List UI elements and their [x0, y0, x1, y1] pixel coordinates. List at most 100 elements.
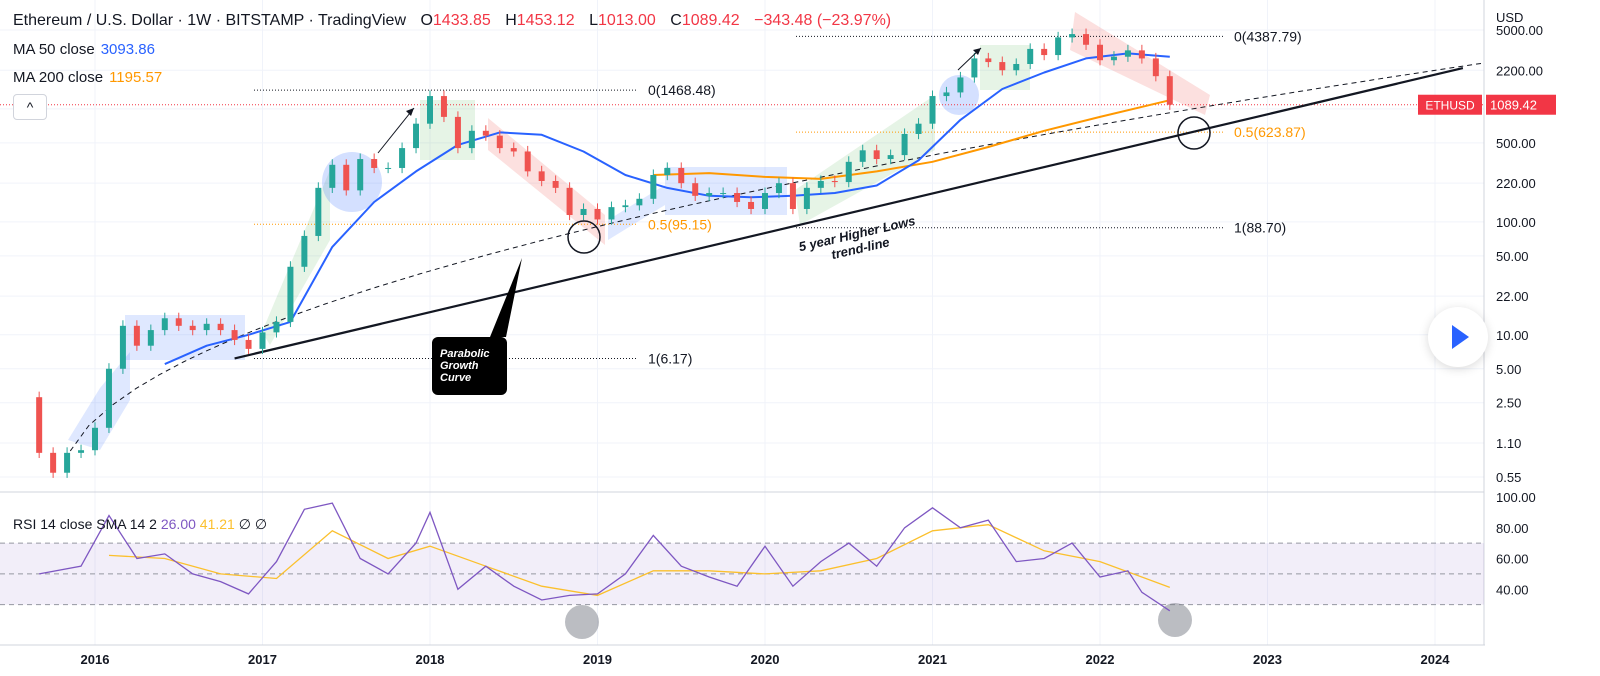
time-axis-tick: 2024 — [1421, 652, 1451, 667]
rsi-extra: ∅ ∅ — [238, 516, 268, 532]
arrow-head — [406, 108, 414, 116]
price-axis-tick: 0.55 — [1496, 470, 1521, 485]
last-price-tag-text: 1089.42 — [1490, 98, 1537, 113]
candle-body — [1013, 63, 1020, 71]
price-axis-tick: 50.00 — [1496, 249, 1529, 264]
candle-body — [943, 92, 950, 97]
price-axis-tick: 100.00 — [1496, 215, 1536, 230]
candle-body — [482, 130, 489, 136]
candle-body — [147, 330, 154, 346]
ma50-line — [164, 52, 1170, 366]
candle-body — [859, 150, 866, 162]
candle-body — [957, 77, 964, 93]
ma50-label: MA 50 close — [13, 41, 95, 58]
rsi-highlight-circle — [565, 605, 599, 639]
rsi-axis-tick: 60.00 — [1496, 552, 1529, 567]
rsi-legend[interactable]: RSI 14 close SMA 14 2 26.00 41.21 ∅ ∅ — [13, 516, 267, 533]
candle-body — [971, 58, 978, 78]
low-circle-marker — [567, 220, 601, 254]
price-axis-tick: 22.00 — [1496, 289, 1529, 304]
time-axis-tick: 2023 — [1253, 652, 1282, 667]
candle-body — [273, 321, 280, 333]
open-value: 1433.85 — [432, 12, 491, 29]
close-label: C — [670, 12, 682, 29]
fib-level-label: 0(4387.79) — [1234, 28, 1302, 44]
candle-body — [566, 187, 573, 215]
candle-body — [217, 323, 224, 331]
time-axis-tick: 2016 — [81, 652, 110, 667]
ma50-legend[interactable]: MA 50 close 3093.86 — [13, 41, 155, 58]
highlight-zone — [125, 315, 245, 360]
time-axis-tick: 2021 — [918, 652, 947, 667]
candle-body — [845, 161, 852, 183]
candle-body — [343, 164, 350, 191]
rsi-sma-line — [108, 524, 1171, 597]
highlight-zone — [420, 100, 475, 160]
candle-body — [36, 397, 43, 453]
candle-body — [873, 150, 880, 160]
parabolic-callout-text: Growth — [440, 360, 479, 372]
candle-body — [454, 116, 461, 149]
parabolic-callout-pointer — [490, 258, 522, 337]
open-label: O — [420, 12, 433, 29]
candle-body — [901, 133, 908, 156]
candle-body — [427, 96, 433, 124]
candle-body — [315, 187, 322, 236]
fib-level-label: 0(1468.48) — [648, 82, 716, 98]
candle-body — [1083, 34, 1090, 45]
symbol-title[interactable]: Ethereum / U.S. Dollar · 1W · BITSTAMP ·… — [13, 12, 406, 29]
play-icon — [1452, 325, 1469, 349]
arrow-head — [973, 48, 981, 55]
candle-body — [175, 318, 182, 326]
price-axis-tick: 5000.00 — [1496, 23, 1543, 38]
candle-body — [817, 180, 824, 188]
candle-body — [329, 164, 336, 188]
candle-body — [1069, 34, 1076, 38]
ma200-line — [653, 99, 1171, 180]
price-axis-tick: 220.00 — [1496, 176, 1536, 191]
symbol-price-tag — [1418, 94, 1482, 115]
candle-body — [803, 187, 810, 209]
candle-body — [608, 207, 615, 220]
high-label: H — [505, 12, 517, 29]
candle-body — [762, 193, 768, 209]
collapse-legend-button[interactable]: ^ — [13, 94, 47, 120]
candle-body — [413, 123, 420, 149]
candle-body — [119, 325, 126, 369]
candle-body — [78, 450, 85, 453]
rsi-axis-tick: 100.00 — [1496, 490, 1536, 505]
candle-body — [664, 167, 671, 175]
candle-body — [231, 330, 238, 340]
parabolic-callout-text: Curve — [440, 372, 471, 384]
candle-body — [92, 427, 98, 451]
candle-body — [1097, 44, 1103, 61]
highlight-zone — [68, 352, 130, 450]
chevron-up-icon: ^ — [26, 99, 34, 115]
candle-body — [1041, 48, 1048, 56]
candle-body — [999, 62, 1006, 71]
candle-body — [720, 193, 727, 195]
rsi-axis-tick: 40.00 — [1496, 582, 1529, 597]
play-button[interactable] — [1428, 307, 1488, 367]
ma200-legend[interactable]: MA 200 close 1195.57 — [13, 69, 162, 86]
rsi-value: 26.00 — [160, 516, 196, 532]
candle-body — [831, 180, 838, 183]
candle-body — [1027, 48, 1034, 64]
parabolic-callout-box — [432, 337, 507, 395]
chart-legend: Ethereum / U.S. Dollar · 1W · BITSTAMP ·… — [13, 12, 891, 30]
rsi-highlight-circle — [1158, 603, 1192, 637]
price-axis-tick: 5.00 — [1496, 362, 1521, 377]
candle-body — [50, 452, 57, 473]
candle-body — [524, 151, 531, 172]
candle-body — [105, 368, 112, 428]
ma200-label: MA 200 close — [13, 69, 104, 86]
time-axis-tick: 2017 — [248, 652, 277, 667]
candle-body — [622, 205, 629, 208]
rsi-label: RSI 14 close SMA 14 2 — [13, 516, 157, 532]
candle-body — [371, 159, 378, 168]
symbol-tag-text: ETHUSD — [1425, 99, 1475, 113]
candle-body — [245, 339, 252, 349]
time-axis-tick: 2022 — [1086, 652, 1115, 667]
